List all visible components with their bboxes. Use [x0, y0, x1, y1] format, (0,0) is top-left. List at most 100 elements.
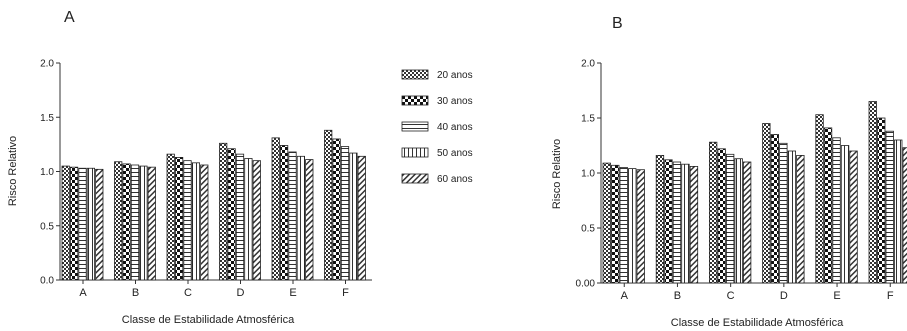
bar-b-d-s2: [770, 134, 779, 284]
bar-b-f-s1: [868, 101, 877, 284]
chart-panel-a: A Risco Relativo Classe de Estabilidade …: [7, 9, 372, 326]
bar-b-d-s4: [787, 150, 796, 284]
x-tick-label-a: A: [79, 287, 87, 299]
bar-b-f-s2: [877, 117, 886, 284]
x-tick-label-b: C: [727, 290, 735, 302]
bar-a-a-s5: [95, 168, 104, 281]
bar-a-f-s2: [332, 138, 341, 281]
bar-a-b-s3: [130, 164, 140, 281]
panel-label-a: A: [64, 9, 75, 26]
bar-b-f-s3: [885, 130, 894, 284]
bar-a-a-s3: [78, 167, 87, 281]
legend-label: 30 anos: [437, 96, 473, 107]
bar-a-f-s3: [340, 146, 350, 281]
bar-b-a-s3: [619, 167, 628, 284]
legend-swatch: [401, 173, 429, 184]
x-tick-label-a: F: [342, 287, 349, 299]
bar-b-a-s1: [602, 162, 611, 284]
x-tick-label-a: D: [237, 287, 245, 299]
legend: 20 anos 30 anos 40 anos 50 anos 60 anos: [401, 69, 473, 185]
bar-a-d-s5: [252, 160, 261, 281]
legend-label: 40 anos: [437, 122, 473, 133]
legend-swatch: [401, 95, 429, 106]
y-tick-label-a: 2.0: [40, 59, 54, 70]
y-tick-label-b: 0.5: [581, 224, 595, 235]
bar-b-c-s3: [726, 153, 735, 284]
y-tick-label-a: 0.5: [40, 221, 54, 232]
legend-swatch: [401, 147, 429, 158]
y-tick-label-b: 0.00: [576, 279, 596, 290]
x-tick-label-b: E: [833, 290, 840, 302]
x-tick-label-a: B: [132, 287, 139, 299]
bar-b-a-s5: [636, 169, 645, 284]
x-axis-label-a: Classe de Estabilidade Atmosférica: [122, 314, 295, 326]
y-tick-label-a: 1.0: [40, 167, 54, 178]
bar-a-b-s4: [139, 165, 148, 281]
bar-a-a-s4: [86, 167, 95, 281]
ticks-a: 0.0 0.5 1.0 1.5 2.0 A B C D E F: [40, 59, 349, 300]
bar-b-d-s3: [779, 142, 788, 284]
y-axis-label-a: Risco Relativo: [7, 136, 19, 206]
bar-a-a-s2: [70, 166, 79, 281]
bar-b-b-s3: [672, 161, 682, 284]
y-tick-label-b: 1.5: [581, 114, 595, 125]
legend-label: 50 anos: [437, 148, 473, 159]
bar-a-c-s1: [166, 153, 175, 281]
x-tick-label-b: D: [780, 290, 788, 302]
panel-label-b: B: [612, 15, 623, 32]
bar-a-e-s5: [305, 159, 314, 281]
bar-b-b-s1: [655, 154, 665, 284]
y-axis-label-b: Risco Relativo: [551, 139, 563, 209]
bars-b: [602, 101, 907, 284]
bar-a-f-s5: [357, 155, 366, 281]
bar-a-b-s1: [114, 161, 123, 281]
x-tick-label-a: E: [289, 287, 296, 299]
bar-a-d-s4: [244, 158, 253, 281]
legend-label: 20 anos: [437, 70, 473, 81]
bar-a-f-s1: [324, 129, 333, 281]
bar-b-e-s2: [823, 127, 833, 284]
x-tick-label-b: A: [621, 290, 629, 302]
bar-a-e-s3: [288, 151, 297, 281]
bar-a-e-s1: [271, 137, 280, 281]
bar-b-c-s2: [717, 148, 726, 284]
bars-a: [61, 129, 366, 281]
bar-b-b-s5: [689, 165, 699, 284]
bar-a-d-s2: [227, 148, 236, 281]
x-axis-label-b: Classe de Estabilidade Atmosférica: [671, 317, 844, 329]
bar-b-e-s3: [832, 137, 841, 284]
x-tick-label-b: F: [887, 290, 894, 302]
ticks-b: 0.00 0.5 1.0 1.5 2.0 A B C D E F: [576, 59, 894, 303]
bar-b-b-s4: [681, 163, 690, 284]
bar-b-f-s5: [902, 147, 907, 284]
bar-a-c-s2: [174, 156, 184, 281]
legend-swatch: [401, 69, 429, 80]
bar-a-d-s1: [219, 142, 228, 281]
bar-b-b-s2: [664, 159, 673, 284]
x-tick-label-a: C: [184, 287, 192, 299]
bar-a-b-s2: [122, 163, 131, 281]
bar-b-e-s4: [840, 145, 850, 284]
y-tick-label-b: 1.0: [581, 169, 595, 180]
legend-swatch: [401, 121, 429, 132]
x-tick-label-b: B: [674, 290, 681, 302]
bar-a-c-s3: [183, 160, 192, 281]
bar-a-e-s2: [279, 145, 289, 281]
bar-b-a-s4: [628, 168, 637, 284]
bar-a-d-s3: [235, 153, 245, 281]
bar-a-e-s4: [296, 155, 306, 281]
bar-a-c-s4: [191, 162, 200, 281]
bar-b-c-s5: [743, 161, 752, 284]
bar-b-e-s5: [849, 150, 858, 284]
y-tick-label-b: 2.0: [581, 59, 595, 70]
y-tick-label-a: 1.5: [40, 113, 54, 124]
chart-panel-b: B Risco Relativo Classe de Estabilidade …: [551, 15, 907, 329]
bar-b-e-s1: [815, 114, 824, 284]
bar-b-c-s4: [734, 158, 743, 284]
bar-b-a-s2: [611, 164, 620, 284]
bar-b-d-s5: [796, 154, 805, 284]
bar-b-c-s1: [709, 141, 718, 284]
bar-b-f-s4: [894, 139, 903, 284]
legend-label: 60 anos: [437, 174, 473, 185]
